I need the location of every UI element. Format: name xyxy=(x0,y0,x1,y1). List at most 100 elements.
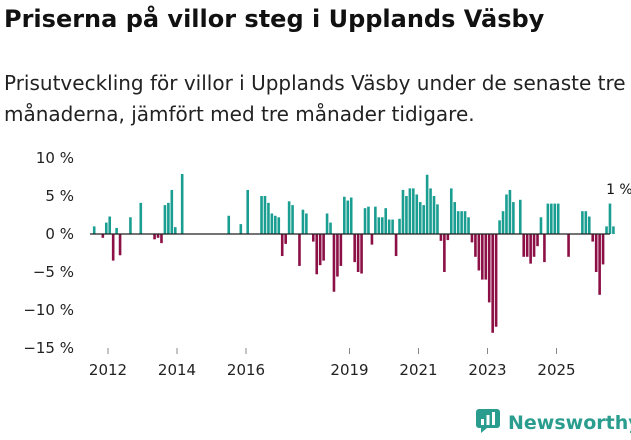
y-axis: 10 % 5 % 0 % −5 % −10 % −15 % xyxy=(23,149,74,357)
bar-negative xyxy=(446,234,450,241)
bar-negative xyxy=(591,234,595,242)
bar-positive xyxy=(115,227,118,234)
bar-positive xyxy=(605,226,608,234)
bar-positive xyxy=(291,205,294,234)
bar-negative xyxy=(111,234,115,261)
bar-negative xyxy=(370,234,374,245)
bar-negative xyxy=(477,234,481,271)
y-tick-label: 0 % xyxy=(45,225,74,243)
bar-positive xyxy=(408,188,412,234)
bar-positive xyxy=(456,211,460,234)
bar-positive xyxy=(277,217,281,234)
last-value-label: 1 % xyxy=(606,182,631,198)
bar-negative xyxy=(601,234,605,265)
bar-positive xyxy=(92,226,96,234)
bar-positive xyxy=(387,219,391,234)
bar-positive xyxy=(512,202,515,234)
y-tick-label: −5 % xyxy=(33,263,74,281)
bar-negative xyxy=(156,234,160,238)
bar-negative xyxy=(439,234,443,241)
bar-negative xyxy=(443,234,446,272)
bar-positive xyxy=(305,213,308,234)
bar-positive xyxy=(167,202,170,234)
bar-positive xyxy=(139,202,143,234)
x-tick-label: 2021 xyxy=(399,361,437,379)
bar-positive xyxy=(384,208,388,234)
bar-negative xyxy=(532,234,536,257)
bar-positive xyxy=(553,203,557,234)
bar-positive xyxy=(398,218,401,234)
bar-negative xyxy=(598,234,601,295)
bar-negative xyxy=(525,234,529,257)
bar-positive xyxy=(329,222,332,234)
bar-negative xyxy=(394,234,398,257)
bars xyxy=(92,173,615,333)
bar-positive xyxy=(246,189,250,234)
bar-positive xyxy=(518,199,522,234)
bar-negative xyxy=(491,234,494,333)
bar-positive xyxy=(449,188,453,234)
x-tick-label: 2019 xyxy=(330,361,368,379)
bar-positive xyxy=(349,197,353,234)
bar-positive xyxy=(501,211,505,234)
chart-subtitle: Prisutveckling för villor i Upplands Väs… xyxy=(4,71,626,126)
bar-negative xyxy=(298,234,301,266)
bar-negative xyxy=(118,234,122,256)
bar-negative xyxy=(481,234,484,280)
bar-positive xyxy=(539,217,543,234)
bar-positive xyxy=(267,202,270,234)
bar-positive xyxy=(453,202,457,234)
bar-negative xyxy=(487,234,491,303)
bar-negative xyxy=(280,234,284,257)
bar-negative xyxy=(318,234,322,266)
y-tick-label: −15 % xyxy=(23,339,74,357)
bar-positive xyxy=(173,227,177,234)
bar-negative xyxy=(284,234,287,244)
bar-negative xyxy=(474,234,477,257)
bar-positive xyxy=(363,208,367,234)
bar-negative xyxy=(311,234,315,242)
bar-positive xyxy=(612,226,615,234)
bar-positive xyxy=(163,205,167,234)
bar-positive xyxy=(405,196,408,234)
bar-positive xyxy=(380,217,384,234)
newsworthy-logo-icon xyxy=(476,409,500,437)
bar-positive xyxy=(270,213,274,234)
x-tick-label: 2025 xyxy=(537,361,575,379)
bar-positive xyxy=(227,215,231,234)
brand-name: Newsworthy xyxy=(508,412,631,434)
bar-negative xyxy=(315,234,319,275)
bar-positive xyxy=(508,189,512,234)
bar-negative xyxy=(470,234,474,243)
bar-negative xyxy=(101,234,105,238)
bar-positive xyxy=(460,211,463,234)
brand-logo: Newsworthy xyxy=(476,406,631,440)
bar-positive xyxy=(180,173,184,234)
bar-positive xyxy=(467,217,470,234)
bar-positive xyxy=(374,206,377,234)
bar-positive xyxy=(367,206,370,234)
bar-negative xyxy=(594,234,598,272)
bar-positive xyxy=(422,205,425,234)
bar-positive xyxy=(170,189,174,234)
x-tick-label: 2012 xyxy=(89,361,127,379)
bar-negative xyxy=(494,234,498,327)
bar-positive xyxy=(463,211,467,234)
bar-negative xyxy=(353,234,356,263)
x-tick-label: 2014 xyxy=(158,361,196,379)
bar-positive xyxy=(436,204,439,234)
y-tick-label: 5 % xyxy=(45,187,74,205)
bar-positive xyxy=(377,217,381,234)
bar-positive xyxy=(260,196,263,234)
bar-positive xyxy=(429,188,432,234)
x-tick-label: 2023 xyxy=(468,361,506,379)
bar-positive xyxy=(498,220,501,234)
bar-negative xyxy=(322,234,325,261)
x-tick-label: 2016 xyxy=(227,361,265,379)
bar-negative xyxy=(522,234,526,257)
bar-positive xyxy=(274,215,277,234)
bar-negative xyxy=(160,234,163,244)
bar-negative xyxy=(543,234,546,263)
bar-positive xyxy=(108,216,112,234)
